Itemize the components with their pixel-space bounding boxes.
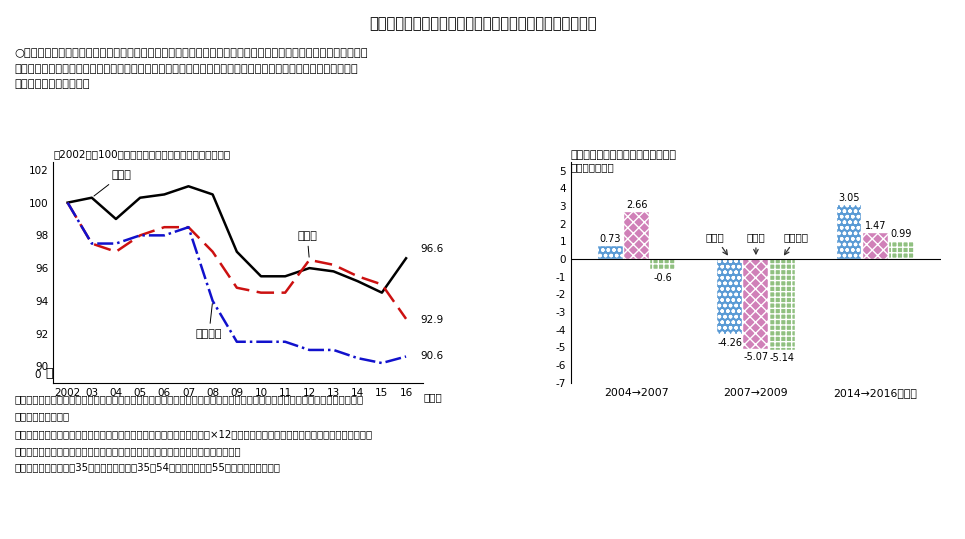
- Text: 高年齢層: 高年齢層: [784, 232, 809, 254]
- Text: -0.6: -0.6: [653, 273, 673, 283]
- Bar: [889, 241, 914, 259]
- Text: 付１－（３）－１図　一般労働者である男性の賃金の推移: 付１－（３）－１図 一般労働者である男性の賃金の推移: [369, 16, 596, 31]
- Text: 0.73: 0.73: [599, 234, 621, 244]
- Text: ○　男性の賃金の動きについて年齢別にみると、壮年層・高年齢層は景気悪化に伴い賃金が大きく下落した中で、: ○ 男性の賃金の動きについて年齢別にみると、壮年層・高年齢層は景気悪化に伴い賃金…: [14, 49, 368, 59]
- Text: 1.47: 1.47: [865, 220, 886, 231]
- Bar: [837, 205, 862, 259]
- Text: 0: 0: [35, 370, 41, 379]
- Text: ２）若年層は35歳未満、壮年層は35〜54歳、高年齢層は55歳以上の者を指す。: ２）若年層は35歳未満、壮年層は35〜54歳、高年齢層は55歳以上の者を指す。: [14, 462, 281, 472]
- Text: 数（「持家の帰属家賃を除く総合」）で割り戻して実質化したもの。: 数（「持家の帰属家賃を除く総合」）で割り戻して実質化したもの。: [14, 446, 241, 456]
- Text: -5.14: -5.14: [770, 354, 794, 363]
- Text: にて作成: にて作成: [14, 411, 69, 421]
- Text: （2002年＝100）　一般労働者である男性の賃金の推移: （2002年＝100） 一般労働者である男性の賃金の推移: [53, 149, 231, 160]
- Text: 92.9: 92.9: [421, 315, 444, 324]
- Text: 若年層: 若年層: [706, 232, 728, 254]
- Text: 若年層: 若年層: [297, 231, 317, 257]
- Bar: [624, 212, 649, 259]
- Text: （増減率・％）: （増減率・％）: [571, 163, 615, 172]
- Text: 壮年層: 壮年層: [747, 232, 765, 254]
- Text: の伸びがみられる。: の伸びがみられる。: [14, 79, 90, 89]
- Text: 3.05: 3.05: [839, 193, 860, 203]
- Text: 0.99: 0.99: [891, 229, 912, 239]
- Bar: [598, 246, 622, 259]
- Text: （年）: （年）: [424, 392, 442, 402]
- Text: 90.6: 90.6: [421, 351, 444, 361]
- Text: （注）　１）賃金は、現金給与総額（「きまって支給する現金給与額」×12＋「年間賞与その他特別給与額」）を消費者物価指: （注） １）賃金は、現金給与総額（「きまって支給する現金給与額」×12＋「年間賞…: [14, 430, 372, 440]
- Text: 2.66: 2.66: [626, 199, 648, 210]
- Bar: [717, 259, 742, 334]
- Bar: [770, 259, 794, 350]
- Text: 資料出所　厚生労働省「賃金構造基本統計調査」、総務省統計局「消費者物価指数」をもとに厚生労働省労働政策担当参事官室: 資料出所 厚生労働省「賃金構造基本統計調査」、総務省統計局「消費者物価指数」をも…: [14, 395, 364, 405]
- Bar: [650, 259, 676, 270]
- Text: 過去の景気回復局面と比較して賃金の伸びが抑えられている一方で、若年層は過去の景気回復局面より賃金: 過去の景気回復局面と比較して賃金の伸びが抑えられている一方で、若年層は過去の景気…: [14, 64, 358, 74]
- Text: ～: ～: [45, 367, 53, 380]
- Text: 高年齢層: 高年齢層: [196, 303, 222, 339]
- Bar: [743, 259, 768, 349]
- Text: -4.26: -4.26: [717, 338, 742, 348]
- Bar: [863, 233, 888, 259]
- Text: 年齢別にみた賃金の増減: 年齢別にみた賃金の増減: [571, 149, 677, 160]
- Text: -5.07: -5.07: [743, 352, 768, 362]
- Text: 壮年層: 壮年層: [94, 170, 131, 196]
- Text: 96.6: 96.6: [421, 244, 444, 254]
